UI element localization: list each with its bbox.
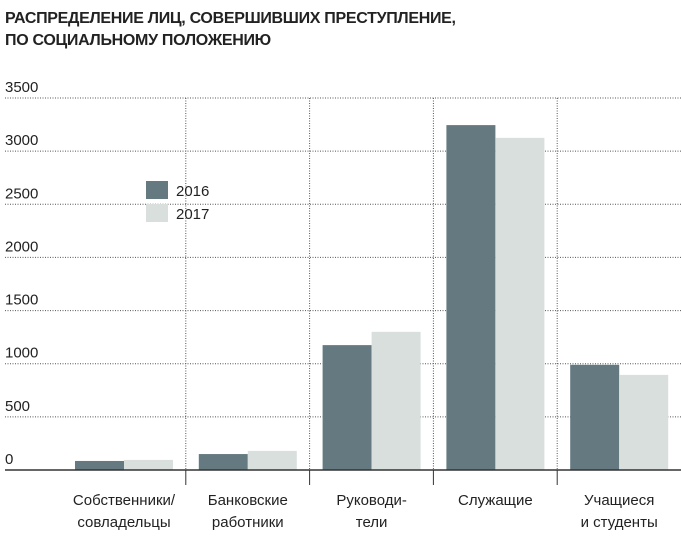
x-tick-label: Банковские работники xyxy=(207,492,288,531)
bar xyxy=(247,450,297,470)
x-tick-label: Служащие xyxy=(458,492,533,509)
bar xyxy=(619,374,669,470)
legend-swatch xyxy=(146,204,168,222)
y-tick-label: 500 xyxy=(5,398,30,415)
y-tick-label: 2000 xyxy=(5,238,38,255)
y-tick-label: 3500 xyxy=(5,79,38,96)
chart-title: РАСПРЕДЕЛЕНИЕ ЛИЦ, СОВЕРШИВШИХ ПРЕСТУПЛЕ… xyxy=(5,10,456,49)
y-tick-label: 1500 xyxy=(5,292,38,309)
y-tick-label: 0 xyxy=(5,451,13,468)
bar xyxy=(570,364,620,470)
bar xyxy=(198,454,248,470)
bar xyxy=(495,137,545,470)
bar xyxy=(371,331,421,470)
bar xyxy=(446,125,496,471)
bar xyxy=(322,345,372,470)
legend-label: 2016 xyxy=(176,183,209,200)
legend-swatch xyxy=(146,181,168,199)
x-tick-label: Собственники/ совладельцы xyxy=(72,492,176,531)
x-tick-label: Учащиеся и студенты xyxy=(580,492,658,531)
bar xyxy=(75,460,124,470)
x-tick-label: Руководи- тели xyxy=(336,492,407,531)
y-tick-label: 2500 xyxy=(5,185,38,202)
y-tick-label: 1000 xyxy=(5,345,38,362)
y-tick-label: 3000 xyxy=(5,132,38,149)
bar xyxy=(124,459,173,470)
legend-label: 2017 xyxy=(176,206,209,223)
